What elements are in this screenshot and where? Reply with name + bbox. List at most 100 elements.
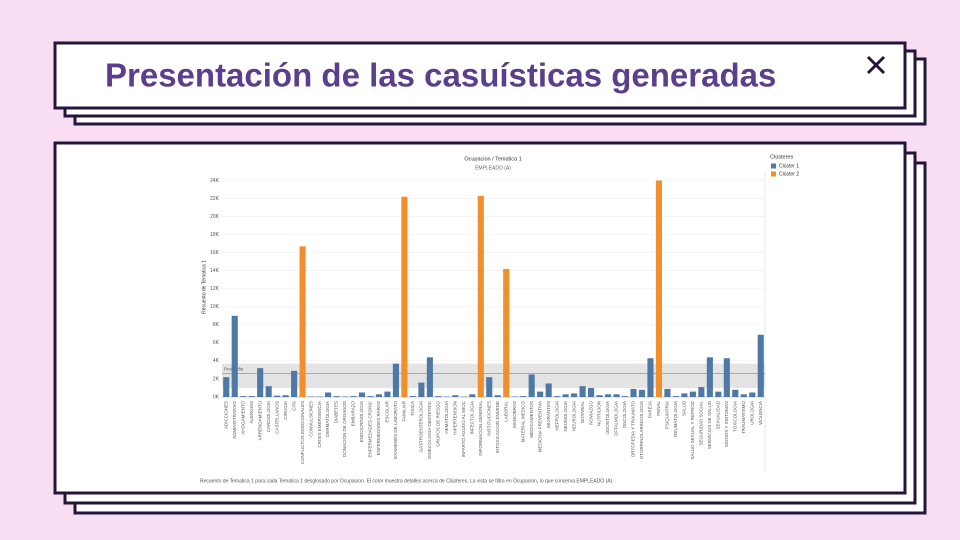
x-tick-label: SERVICIOS DE SALUD: [707, 400, 712, 449]
x-tick-label: CASTELLANOS: [274, 401, 279, 434]
bar: [528, 374, 535, 397]
y-tick-label: 4K: [213, 358, 220, 364]
x-tick-label: CITA: [291, 401, 296, 411]
bar: [325, 392, 332, 397]
bar: [257, 368, 264, 397]
bar: [621, 396, 629, 397]
x-tick-label: VIOLENCIA: [758, 401, 763, 425]
bar: [588, 387, 595, 397]
x-tick-label: NOTARIAL: [580, 401, 585, 424]
y-tick-label: 14K: [210, 268, 220, 274]
legend-label: Clúster 1: [779, 163, 799, 169]
x-tick-label: SIGNOS Y SINTOMAS: [724, 401, 729, 447]
bar: [715, 391, 722, 397]
bar: [571, 393, 578, 397]
x-tick-label: EMBARAZO: [351, 401, 356, 427]
x-tick-label: CARDIOLOGIA: [266, 401, 271, 432]
legend-swatch: [771, 171, 776, 177]
bar: [638, 389, 646, 397]
bar: [265, 386, 272, 397]
x-tick-label: NEUROLOGIA: [571, 401, 576, 431]
x-tick-label: GASTROENTEROLOGIA: [419, 401, 424, 453]
bar: [706, 357, 713, 397]
x-tick-label: INFORMACION GENERAL: [478, 401, 483, 456]
x-tick-label: SEXUALIDAD: [716, 400, 721, 429]
x-tick-label: INFARTO AGUDO AL MIOC: [461, 400, 466, 457]
bar: [757, 334, 764, 397]
y-tick-label: 22K: [210, 196, 220, 202]
x-tick-label: ARRENDAMIENTO: [257, 401, 262, 441]
y-tick-label: 16K: [210, 250, 220, 256]
bar: [401, 196, 408, 397]
reference-band: [222, 363, 765, 388]
x-tick-label: INTOXICACION ENVENE: [495, 401, 500, 453]
y-tick-label: 8K: [213, 322, 220, 328]
y-tick-label: 10K: [210, 304, 220, 310]
bar: [469, 394, 476, 397]
x-tick-label: DERMATOLOGIA: [325, 401, 330, 437]
x-tick-label: REUMATOLOGIA: [673, 401, 678, 437]
y-tick-label: 24K: [210, 178, 220, 184]
bar: [231, 315, 238, 397]
x-tick-label: ESCOLAR: [385, 400, 390, 422]
bar: [537, 391, 544, 397]
x-tick-label: MATERIAL MEDICO: [520, 401, 525, 443]
bar: [418, 382, 425, 397]
bar: [596, 395, 603, 397]
bar: [630, 388, 637, 397]
x-tick-label: DIABETES: [334, 401, 339, 423]
close-icon[interactable]: [866, 55, 886, 75]
bar: [613, 394, 620, 397]
x-tick-label: DONACION DE ORGANOS: [342, 401, 347, 457]
x-tick-label: NUTRICION: [597, 401, 602, 426]
bar: [689, 391, 696, 397]
bar: [435, 396, 442, 397]
bar: [426, 357, 433, 397]
bar: [579, 386, 586, 397]
x-tick-label: TRAUMATISMO: [741, 401, 746, 434]
x-tick-label: HEMATOLOGIA: [444, 401, 449, 434]
bar: [681, 393, 688, 397]
bar: [740, 394, 747, 397]
x-tick-label: MEDICAMENTOS: [529, 401, 534, 438]
x-tick-label: NEUMOLOGIA: [563, 401, 568, 432]
y-tick-label: 0K: [213, 394, 220, 400]
x-tick-label: NOVIAZGO: [588, 401, 593, 425]
x-tick-label: CONFLICTOS EMOCIONALES: [300, 401, 305, 464]
bar: [409, 396, 416, 397]
x-tick-label: EXAMENES DE LABORATO: [393, 401, 398, 459]
x-tick-label: HIPERTENSION: [453, 401, 458, 435]
chart-subtitle: EMPLEADO (A): [475, 165, 511, 171]
bar: [350, 396, 357, 397]
x-tick-label: PSIQUIATRIA: [665, 401, 670, 429]
x-tick-label: NEFROLOGIA: [554, 401, 559, 431]
bar: [545, 383, 552, 397]
bar: [358, 392, 366, 397]
x-tick-label: INSTITUCIONES: [486, 401, 491, 436]
x-tick-label: SEGURIDAD SOCIAL: [699, 401, 704, 446]
y-tick-label: 12K: [210, 286, 220, 292]
bar: [282, 395, 289, 397]
x-tick-label: UROLOGIA: [749, 401, 754, 425]
bar: [494, 395, 501, 397]
x-tick-label: ODONTOLOGIA: [605, 401, 610, 434]
x-tick-label: ADICCIONES: [223, 401, 228, 429]
x-tick-label: OFTALMOLOGIA: [614, 401, 619, 436]
bar: [554, 396, 561, 397]
bar: [477, 195, 484, 397]
bar: [604, 394, 612, 397]
title-card: [53, 41, 907, 110]
bar: [520, 396, 527, 397]
bar: [392, 363, 399, 397]
x-tick-label: ENFERMEDADES RARAS: [376, 401, 381, 455]
bar: [655, 180, 662, 397]
bar: [384, 391, 391, 397]
bar: [375, 394, 383, 397]
x-tick-label: CONVULSIONES: [308, 401, 313, 437]
bar: [732, 389, 739, 397]
x-tick-label: ADMINISTRATIVO: [232, 401, 237, 439]
chart: Ocupacion / Tematica 1 EMPLEADO (A) Recu…: [200, 154, 799, 484]
x-tick-label: AHOGAMIENTO: [240, 401, 245, 435]
bar: [503, 268, 510, 397]
bar: [299, 246, 306, 397]
